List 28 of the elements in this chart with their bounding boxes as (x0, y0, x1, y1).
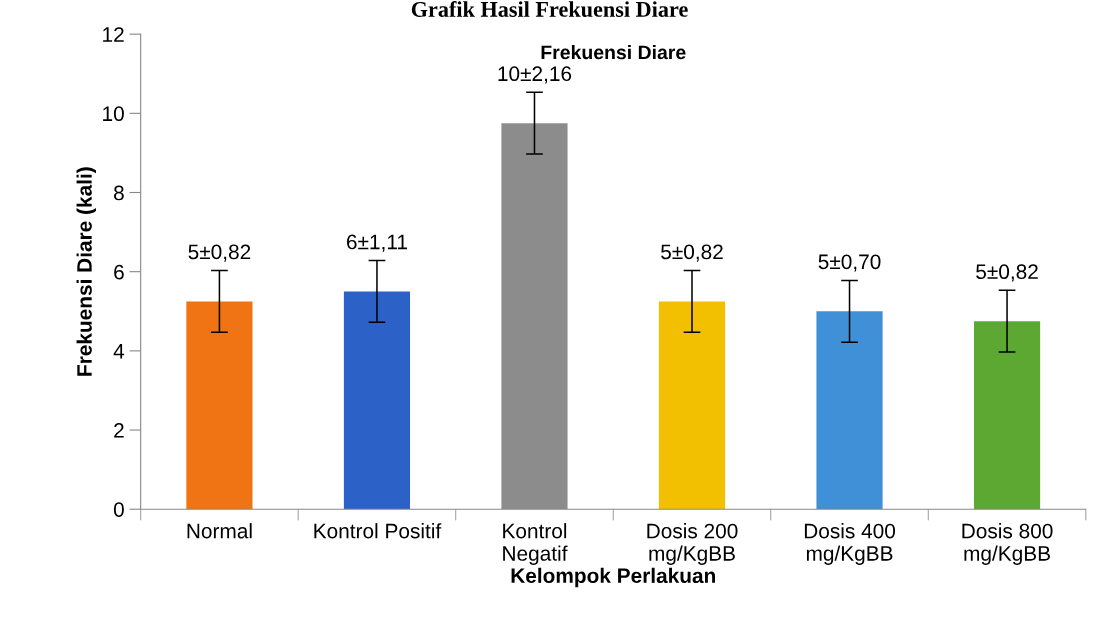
x-axis-title: Kelompok Perlakuan (511, 567, 715, 588)
data-label: 5±0,82 (661, 244, 723, 262)
chart-subtitle: Frekuensi Diare (541, 44, 686, 60)
y-tick-label: 0 (113, 502, 124, 517)
x-tick-label: Dosis 800 mg/KgBB (962, 523, 1053, 565)
data-label: 5±0,70 (818, 254, 881, 272)
x-tick-label: Dosis 200 mg/KgBB (647, 523, 738, 565)
bar (973, 321, 1041, 510)
data-label: 5±0,82 (976, 264, 1038, 282)
chart-title: Grafik Hasil Frekuensi Diare (411, 1, 688, 17)
y-tick-label: 12 (103, 27, 124, 42)
bar (658, 301, 726, 510)
data-label: 10±2,16 (498, 66, 572, 84)
x-tick-label: Dosis 400 mg/KgBB (804, 523, 896, 565)
data-label: 6±1,11 (347, 234, 407, 252)
x-tick-label: Kontrol Negatif (503, 523, 568, 565)
x-tick-label: Kontrol Positif (314, 523, 442, 539)
bar (186, 301, 253, 510)
bar (343, 291, 411, 510)
data-label: 5±0,82 (188, 244, 251, 262)
y-tick-label: 2 (114, 423, 124, 438)
y-tick-label: 10 (103, 106, 124, 122)
x-tick-label: Normal (187, 523, 252, 539)
y-axis-title: Frekuensi Diare (kali) (76, 167, 96, 376)
bar (816, 311, 883, 510)
y-tick-label: 6 (114, 264, 124, 280)
y-tick-label: 4 (113, 344, 125, 359)
y-tick-label: 8 (114, 185, 124, 201)
